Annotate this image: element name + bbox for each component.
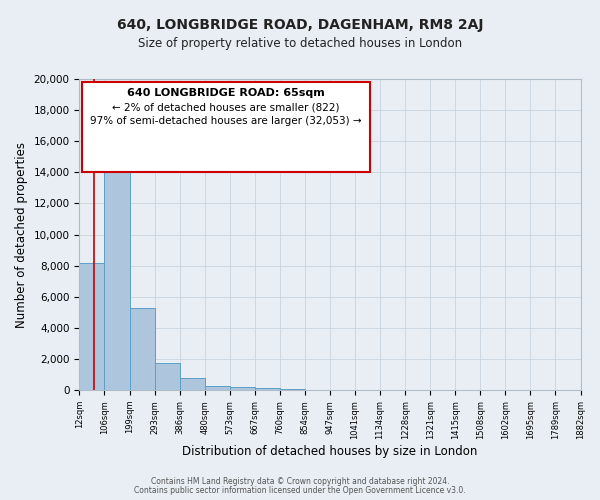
Text: Contains HM Land Registry data © Crown copyright and database right 2024.: Contains HM Land Registry data © Crown c… xyxy=(151,477,449,486)
Bar xyxy=(155,363,179,390)
Bar xyxy=(79,262,104,390)
Text: 640 LONGBRIDGE ROAD: 65sqm: 640 LONGBRIDGE ROAD: 65sqm xyxy=(127,88,325,98)
X-axis label: Distribution of detached houses by size in London: Distribution of detached houses by size … xyxy=(182,444,478,458)
Y-axis label: Number of detached properties: Number of detached properties xyxy=(15,142,28,328)
Bar xyxy=(255,388,280,390)
Text: 640, LONGBRIDGE ROAD, DAGENHAM, RM8 2AJ: 640, LONGBRIDGE ROAD, DAGENHAM, RM8 2AJ xyxy=(117,18,483,32)
Bar xyxy=(280,389,305,390)
Bar xyxy=(104,132,130,390)
Bar xyxy=(130,308,155,390)
Bar xyxy=(179,378,205,390)
Text: Contains public sector information licensed under the Open Government Licence v3: Contains public sector information licen… xyxy=(134,486,466,495)
Text: 97% of semi-detached houses are larger (32,053) →: 97% of semi-detached houses are larger (… xyxy=(91,116,362,126)
Text: Size of property relative to detached houses in London: Size of property relative to detached ho… xyxy=(138,38,462,51)
Bar xyxy=(230,388,255,390)
Bar xyxy=(205,386,230,390)
Text: ← 2% of detached houses are smaller (822): ← 2% of detached houses are smaller (822… xyxy=(112,102,340,113)
